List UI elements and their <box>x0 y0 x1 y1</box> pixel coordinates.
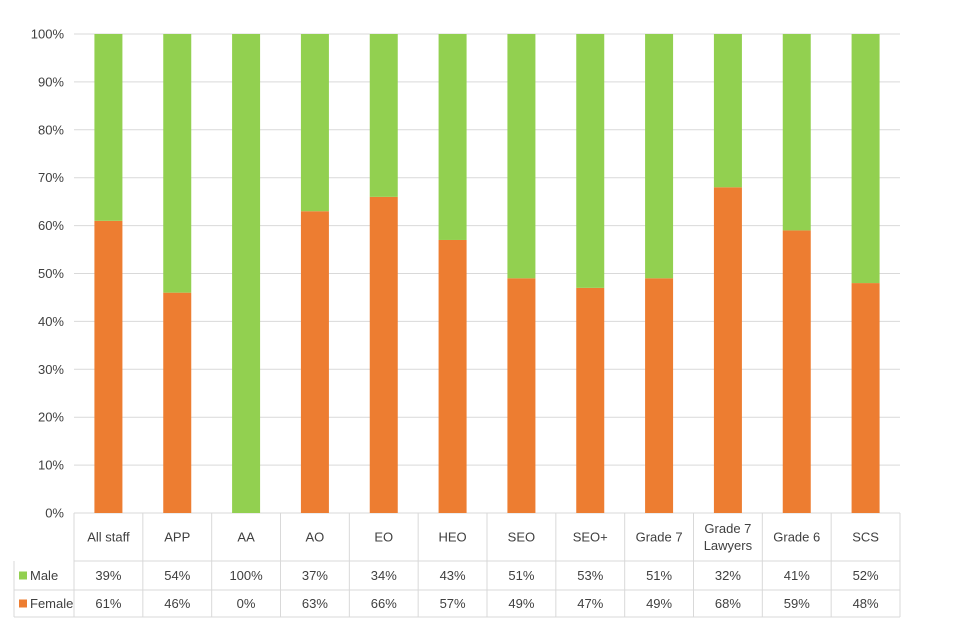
y-tick-label: 0% <box>45 506 64 521</box>
y-tick-label: 70% <box>38 170 64 185</box>
data-label-male: 34% <box>371 568 397 583</box>
bar-male <box>507 34 536 279</box>
category-label: Lawyers <box>704 538 753 553</box>
bar-female <box>576 287 605 513</box>
bar-male <box>300 34 329 212</box>
y-axis: 0% 10% 20% 30% 40% 50% 60% 70% 80% 90% 100% <box>31 27 65 521</box>
data-label-male: 32% <box>715 568 741 583</box>
category-label: All staff <box>87 530 130 545</box>
category-label: APP <box>164 530 190 545</box>
data-label-female: 49% <box>646 596 672 611</box>
data-label-male: 51% <box>508 568 534 583</box>
bar-male <box>438 34 467 240</box>
legend-label-female: Female <box>30 596 73 611</box>
y-tick-label: 100% <box>31 27 65 42</box>
category-label: Grade 7 <box>704 521 751 536</box>
data-label-female: 46% <box>164 596 190 611</box>
gridlines <box>74 33 900 514</box>
bars <box>94 34 880 514</box>
bar-female <box>507 278 536 513</box>
data-label-female: 49% <box>508 596 534 611</box>
data-label-male: 54% <box>164 568 190 583</box>
y-tick-label: 30% <box>38 362 64 377</box>
bar-male <box>782 34 811 231</box>
data-label-female: 48% <box>853 596 879 611</box>
y-tick-label: 80% <box>38 122 64 137</box>
data-label-male: 53% <box>577 568 603 583</box>
data-label-female: 47% <box>577 596 603 611</box>
legend-swatch-male <box>19 571 27 580</box>
bar-female <box>94 220 123 513</box>
data-label-male: 43% <box>440 568 466 583</box>
data-label-female: 59% <box>784 596 810 611</box>
bar-female <box>782 230 811 513</box>
bar-female <box>300 211 329 514</box>
data-label-female: 63% <box>302 596 328 611</box>
bar-male <box>369 34 398 197</box>
data-label-female: 0% <box>237 596 256 611</box>
bar-male <box>713 34 742 188</box>
category-label: AA <box>237 530 255 545</box>
y-tick-label: 10% <box>38 458 64 473</box>
data-label-male: 37% <box>302 568 328 583</box>
category-label: SEO <box>508 530 535 545</box>
category-label: Grade 6 <box>773 530 820 545</box>
category-label: Grade 7 <box>636 530 683 545</box>
category-label: HEO <box>438 530 466 545</box>
bar-male <box>576 34 605 288</box>
data-label-male: 39% <box>95 568 121 583</box>
data-label-female: 61% <box>95 596 121 611</box>
bar-female <box>369 196 398 514</box>
y-tick-label: 50% <box>38 266 64 281</box>
data-label-male: 100% <box>229 568 263 583</box>
category-label: SCS <box>852 530 879 545</box>
bar-female <box>163 292 192 513</box>
category-label: SEO+ <box>573 530 608 545</box>
bar-female <box>645 278 674 513</box>
bar-male <box>645 34 674 279</box>
data-table: All staff APP AA AO EO HEO SEO SEO+ Grade 7 Grade… <box>13 513 901 618</box>
data-label-female: 66% <box>371 596 397 611</box>
y-tick-label: 90% <box>38 74 64 89</box>
bar-female <box>438 239 467 513</box>
bar-male <box>851 34 880 284</box>
y-tick-label: 20% <box>38 410 64 425</box>
bar-female <box>713 187 742 513</box>
data-label-male: 41% <box>784 568 810 583</box>
bar-female <box>851 283 880 513</box>
legend-swatch-female <box>19 599 27 608</box>
category-label: EO <box>374 530 393 545</box>
legend-label-male: Male <box>30 568 58 583</box>
y-tick-label: 60% <box>38 218 64 233</box>
bar-male <box>163 34 192 293</box>
bar-male <box>94 34 123 221</box>
data-label-male: 51% <box>646 568 672 583</box>
bar-male <box>232 34 261 513</box>
data-label-male: 52% <box>853 568 879 583</box>
y-tick-label: 40% <box>38 314 64 329</box>
data-label-female: 68% <box>715 596 741 611</box>
category-label: AO <box>306 530 325 545</box>
data-label-female: 57% <box>440 596 466 611</box>
